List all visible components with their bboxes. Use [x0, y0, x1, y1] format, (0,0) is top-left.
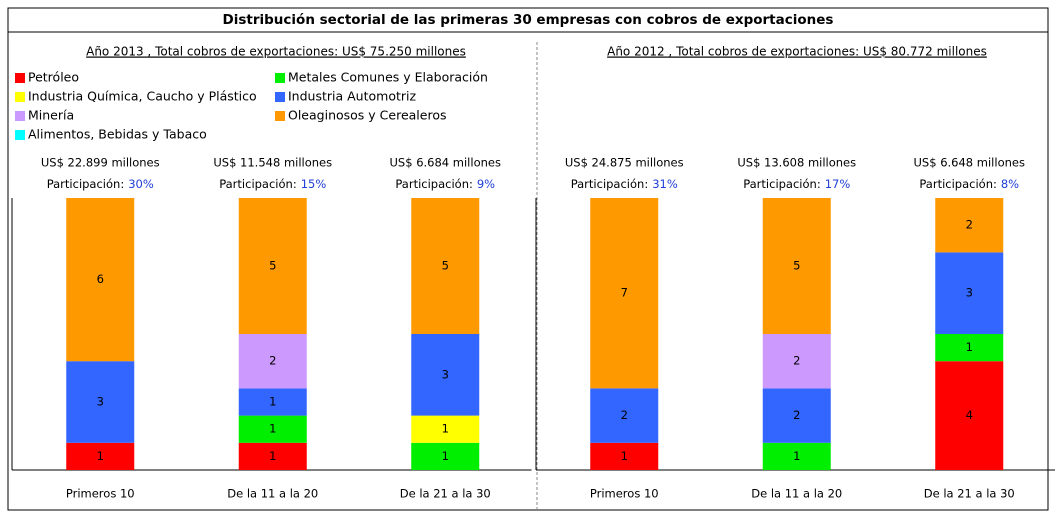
share-caption: Participación: — [395, 177, 472, 191]
bar-segment — [762, 198, 831, 334]
share-label: 30% — [128, 177, 154, 191]
total-label: US$ 11.548 millones — [213, 156, 332, 170]
subtitle: Año 2013 , Total cobros de exportaciones… — [86, 45, 466, 59]
legend-swatch — [15, 92, 25, 102]
value-label: 3 — [442, 367, 449, 381]
x-tick-label: De la 11 a la 20 — [227, 487, 318, 501]
bar-segment — [66, 442, 135, 470]
bar-segment — [935, 334, 1004, 362]
share-label: 15% — [301, 177, 327, 191]
total-label: US$ 22.899 millones — [41, 156, 160, 170]
share-caption: Participación: — [919, 177, 996, 191]
legend-swatch — [275, 111, 285, 121]
bar-segment — [411, 442, 480, 470]
total-label: US$ 24.875 millones — [565, 156, 684, 170]
value-label: 4 — [966, 408, 973, 422]
bar-segment — [935, 252, 1004, 334]
value-label: 1 — [269, 422, 276, 436]
legend-swatch — [15, 130, 25, 140]
value-label: 1 — [97, 449, 104, 463]
value-label: 1 — [966, 340, 973, 354]
share-text: Participación: 17% — [743, 177, 850, 191]
value-label: 2 — [793, 408, 800, 422]
value-label: 2 — [793, 354, 800, 368]
value-label: 2 — [621, 408, 628, 422]
share-text: Participación: 9% — [395, 177, 495, 191]
frame — [7, 7, 1049, 511]
share-label: 31% — [652, 177, 678, 191]
x-tick-label: Primeros 10 — [66, 487, 135, 501]
value-label: 1 — [621, 449, 628, 463]
legend-label: Industria Química, Caucho y Plástico — [28, 89, 257, 104]
legend-label: Petróleo — [28, 70, 79, 85]
value-label: 1 — [269, 395, 276, 409]
total-label: US$ 13.608 millones — [737, 156, 856, 170]
share-label: 17% — [825, 177, 851, 191]
bar-segment — [238, 442, 307, 470]
bar-segment — [238, 415, 307, 443]
x-tick-label: De la 11 a la 20 — [751, 487, 842, 501]
value-label: 3 — [97, 395, 104, 409]
bar-segment — [66, 198, 135, 362]
bar-segment — [411, 334, 480, 416]
bar-segment — [590, 388, 659, 443]
bar-segment — [238, 334, 307, 389]
legend-swatch — [15, 111, 25, 121]
legend-label: Alimentos, Bebidas y Tabaco — [28, 127, 207, 142]
bar-segment — [411, 415, 480, 443]
value-label: 6 — [97, 272, 104, 286]
bar-segment — [590, 442, 659, 470]
value-label: 1 — [269, 449, 276, 463]
bar-segment — [935, 198, 1004, 253]
share-text: Participación: 8% — [919, 177, 1019, 191]
x-tick-label: De la 21 a la 30 — [924, 487, 1015, 501]
legend-label: Industria Automotriz — [288, 89, 416, 104]
share-text: Participación: 15% — [219, 177, 326, 191]
share-label: 8% — [1001, 177, 1019, 191]
value-label: 1 — [442, 422, 449, 436]
bar-segment — [238, 198, 307, 334]
share-caption: Participación: — [571, 177, 648, 191]
value-label: 5 — [269, 259, 276, 273]
bar-segment — [762, 334, 831, 389]
total-label: US$ 6.648 millones — [914, 156, 1025, 170]
legend-label: Metales Comunes y Elaboración — [288, 70, 488, 85]
share-caption: Participación: — [47, 177, 124, 191]
chart-title: Distribución sectorial de las primeras 3… — [223, 12, 834, 28]
value-label: 1 — [442, 449, 449, 463]
legend-swatch — [275, 92, 285, 102]
share-text: Participación: 30% — [47, 177, 154, 191]
subtitle: Año 2012 , Total cobros de exportaciones… — [607, 45, 987, 59]
value-label: 1 — [793, 449, 800, 463]
bar-segment — [935, 361, 1004, 470]
x-tick-label: De la 21 a la 30 — [400, 487, 491, 501]
share-caption: Participación: — [219, 177, 296, 191]
share-text: Participación: 31% — [571, 177, 678, 191]
share-caption: Participación: — [743, 177, 820, 191]
bar-segment — [238, 388, 307, 416]
value-label: 3 — [966, 286, 973, 300]
value-label: 2 — [966, 218, 973, 232]
total-label: US$ 6.684 millones — [390, 156, 501, 170]
legend-label: Minería — [28, 108, 74, 123]
legend-label: Oleaginosos y Cerealeros — [288, 108, 446, 123]
bar-segment — [590, 198, 659, 389]
x-tick-label: Primeros 10 — [590, 487, 659, 501]
value-label: 5 — [442, 259, 449, 273]
bar-segment — [66, 361, 135, 443]
value-label: 7 — [621, 286, 628, 300]
legend-swatch — [15, 73, 25, 83]
value-label: 5 — [793, 259, 800, 273]
bar-segment — [762, 388, 831, 443]
share-label: 9% — [477, 177, 495, 191]
bar-segment — [762, 442, 831, 470]
bar-segment — [411, 198, 480, 334]
legend-swatch — [275, 73, 285, 83]
value-label: 2 — [269, 354, 276, 368]
